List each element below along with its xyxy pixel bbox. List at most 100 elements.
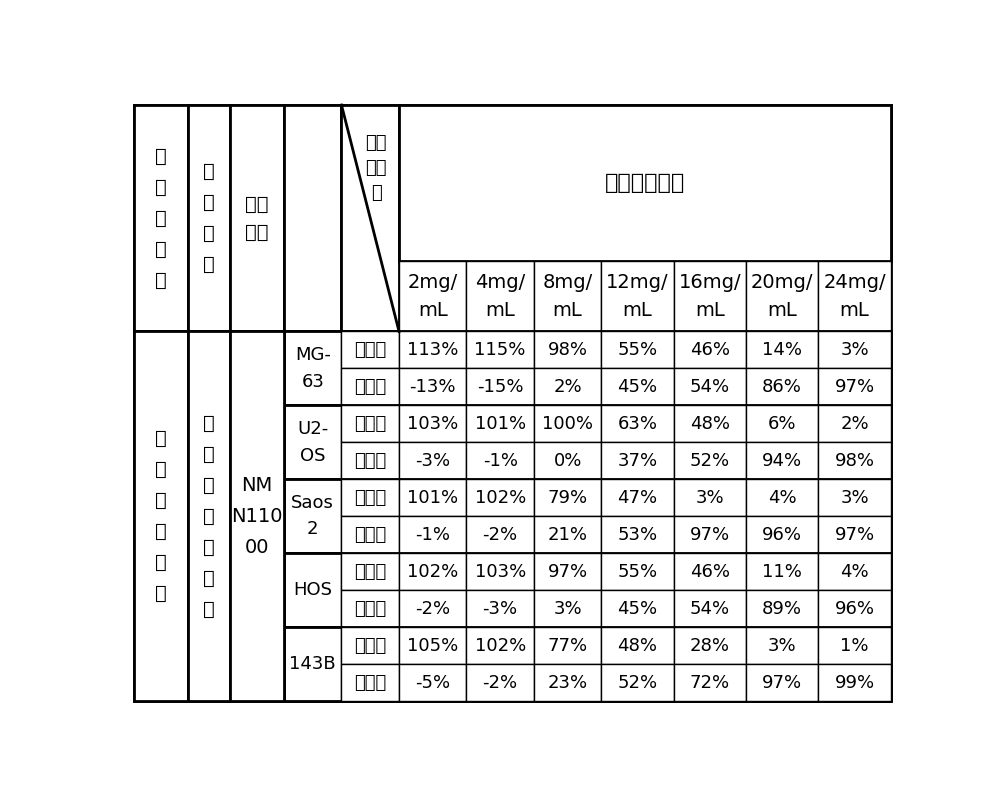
Bar: [284, 553, 341, 627]
Text: 药品
种类: 药品 种类: [245, 195, 269, 242]
Text: 3%: 3%: [840, 341, 869, 359]
Text: 101%: 101%: [475, 415, 526, 433]
Text: 3%: 3%: [696, 488, 724, 507]
Bar: [674, 627, 746, 664]
Text: 101%: 101%: [407, 488, 458, 507]
Bar: [534, 664, 601, 701]
Bar: [399, 105, 891, 261]
Bar: [674, 591, 746, 627]
Text: 2%: 2%: [553, 378, 582, 396]
Bar: [601, 627, 674, 664]
Bar: [230, 105, 284, 331]
Bar: [746, 331, 818, 369]
Text: 52%: 52%: [617, 674, 658, 692]
Text: 97%: 97%: [834, 378, 875, 396]
Text: 98%: 98%: [548, 341, 588, 359]
Text: -15%: -15%: [477, 378, 523, 396]
Text: 89%: 89%: [762, 599, 802, 618]
Bar: [534, 331, 601, 369]
Bar: [746, 369, 818, 405]
Text: 48%: 48%: [617, 637, 657, 654]
Bar: [466, 591, 534, 627]
Text: 115%: 115%: [474, 341, 526, 359]
Bar: [818, 553, 891, 591]
Bar: [674, 369, 746, 405]
Text: 98%: 98%: [835, 452, 875, 470]
Bar: [284, 627, 891, 701]
Bar: [818, 405, 891, 442]
Bar: [674, 553, 746, 591]
Bar: [746, 405, 818, 442]
Bar: [399, 591, 466, 627]
Text: 1%: 1%: [840, 637, 869, 654]
Bar: [466, 516, 534, 553]
Text: 28%: 28%: [690, 637, 730, 654]
Bar: [746, 591, 818, 627]
Text: 100%: 100%: [542, 415, 593, 433]
Bar: [341, 442, 399, 480]
Text: HOS: HOS: [293, 581, 332, 599]
Text: 77%: 77%: [548, 637, 588, 654]
Text: 46%: 46%: [690, 563, 730, 581]
Text: -2%: -2%: [483, 526, 518, 543]
Text: 0%: 0%: [553, 452, 582, 470]
Text: 2mg/
mL: 2mg/ mL: [408, 273, 458, 320]
Text: 96%: 96%: [762, 526, 802, 543]
Bar: [534, 261, 601, 331]
Bar: [341, 105, 399, 331]
Bar: [284, 553, 891, 627]
Text: 113%: 113%: [407, 341, 458, 359]
Text: 存活率: 存活率: [354, 341, 386, 359]
Bar: [341, 405, 399, 442]
Text: 待测物质浓度: 待测物质浓度: [605, 173, 685, 193]
Text: 102%: 102%: [407, 563, 458, 581]
Bar: [399, 405, 466, 442]
Text: Saos
2: Saos 2: [291, 494, 334, 539]
Text: 143B: 143B: [289, 655, 336, 673]
Text: 97%: 97%: [834, 526, 875, 543]
Bar: [230, 331, 284, 701]
Text: 存活率: 存活率: [354, 637, 386, 654]
Bar: [284, 331, 891, 405]
Text: 79%: 79%: [548, 488, 588, 507]
Bar: [746, 480, 818, 516]
Text: 存活率: 存活率: [354, 488, 386, 507]
Text: -3%: -3%: [483, 599, 518, 618]
Bar: [399, 480, 466, 516]
Text: 52%: 52%: [690, 452, 730, 470]
Text: 抑制率: 抑制率: [354, 452, 386, 470]
Text: 97%: 97%: [548, 563, 588, 581]
Text: 103%: 103%: [407, 415, 458, 433]
Bar: [601, 553, 674, 591]
Bar: [601, 591, 674, 627]
Bar: [746, 553, 818, 591]
Bar: [674, 516, 746, 553]
Text: -2%: -2%: [415, 599, 450, 618]
Bar: [746, 261, 818, 331]
Bar: [341, 516, 399, 553]
Bar: [341, 331, 399, 369]
Text: -3%: -3%: [415, 452, 450, 470]
Text: 抑制率: 抑制率: [354, 378, 386, 396]
Text: 3%: 3%: [768, 637, 796, 654]
Bar: [674, 261, 746, 331]
Bar: [818, 591, 891, 627]
Bar: [134, 331, 188, 701]
Bar: [399, 442, 466, 480]
Bar: [284, 331, 341, 405]
Text: 55%: 55%: [617, 341, 658, 359]
Text: 47%: 47%: [617, 488, 658, 507]
Text: 21%: 21%: [548, 526, 588, 543]
Text: 103%: 103%: [475, 563, 526, 581]
Bar: [746, 516, 818, 553]
Bar: [601, 261, 674, 331]
Text: 45%: 45%: [617, 378, 658, 396]
Bar: [674, 405, 746, 442]
Text: -1%: -1%: [415, 526, 450, 543]
Bar: [399, 516, 466, 553]
Bar: [466, 261, 534, 331]
Text: 24mg/
mL: 24mg/ mL: [823, 273, 886, 320]
Text: 102%: 102%: [475, 488, 526, 507]
Text: 102%: 102%: [475, 637, 526, 654]
Text: 8mg/
mL: 8mg/ mL: [542, 273, 593, 320]
